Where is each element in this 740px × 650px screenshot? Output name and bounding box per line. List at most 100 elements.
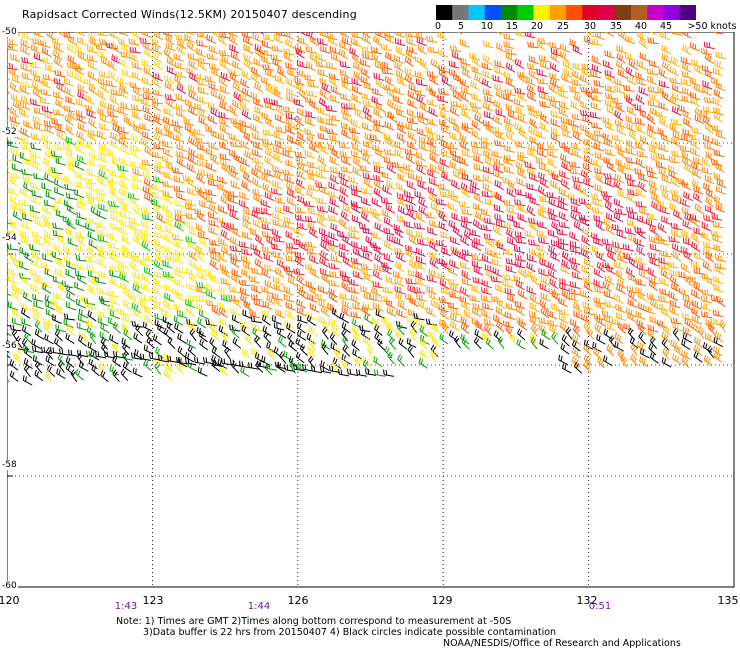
wind-barb (232, 99, 242, 110)
wind-barb (318, 299, 329, 309)
wind-barb (350, 257, 362, 265)
lat-tick-58: -58 (1, 460, 18, 470)
wind-barb (107, 316, 118, 327)
wind-barb (529, 220, 539, 232)
wind-barb (562, 59, 573, 70)
wind-barb (617, 68, 628, 79)
wind-barb (186, 318, 198, 327)
wind-barb (572, 44, 583, 55)
wind-barb (34, 217, 45, 227)
wind-barb (341, 274, 353, 283)
wind-barb (10, 147, 22, 157)
wind-barb (325, 105, 337, 112)
wind-barb (415, 32, 427, 40)
wind-barb (272, 211, 283, 221)
wind-barb (140, 219, 151, 230)
wind-barb (221, 162, 231, 174)
wind-barb (655, 111, 668, 118)
wind-barb (397, 322, 405, 336)
wind-barb (496, 320, 505, 333)
wind-barb (165, 218, 176, 228)
wind-barb (659, 277, 670, 287)
wind-barb (111, 42, 121, 54)
wind-barb (386, 275, 397, 285)
wind-barb (386, 180, 396, 191)
wind-barb (328, 287, 338, 298)
wind-barb (362, 52, 373, 61)
wind-barb (517, 154, 528, 164)
wind-barb (394, 103, 405, 113)
wind-barb (682, 332, 693, 344)
wind-barb (67, 158, 77, 169)
wind-barb (94, 276, 106, 285)
wind-barb (293, 227, 304, 236)
wind-barb (20, 95, 31, 106)
wind-barb (162, 147, 173, 158)
wind-barb (513, 245, 525, 254)
wind-barb (591, 55, 602, 65)
wind-barb (194, 264, 207, 272)
wind-barb (527, 62, 539, 71)
wind-barb (459, 251, 469, 263)
wind-barb (279, 351, 287, 364)
wind-barb (239, 191, 250, 201)
wind-barb (319, 77, 330, 87)
wind-barb (373, 35, 383, 47)
wind-barb (286, 196, 297, 207)
wind-barb (163, 193, 174, 204)
wind-barb (238, 199, 249, 209)
wind-barb (174, 209, 186, 217)
wind-barb (261, 55, 272, 65)
wind-barb (319, 256, 329, 268)
wind-barb (243, 300, 253, 312)
wind-barb (95, 350, 107, 359)
wind-barb (463, 309, 474, 320)
wind-barb (85, 222, 96, 232)
wind-barb (293, 123, 305, 132)
wind-barb (396, 70, 406, 81)
wind-barb (482, 70, 493, 80)
wind-barb (66, 301, 77, 311)
credit-line: NOAA/NESDIS/Office of Research and Appli… (443, 638, 681, 649)
lat-tick-60: -60 (1, 581, 18, 591)
wind-barb (691, 58, 702, 68)
wind-barb (614, 78, 625, 87)
wind-barb (572, 271, 583, 280)
wind-barb (690, 289, 701, 300)
wind-barb (273, 145, 284, 155)
wind-barb (187, 344, 197, 357)
wind-barb (75, 298, 86, 309)
wind-barb (23, 120, 34, 129)
wind-barb (417, 238, 428, 246)
wind-barb (196, 95, 208, 104)
wind-barb (186, 338, 197, 349)
wind-barb (252, 32, 262, 43)
wind-barb (525, 191, 536, 201)
wind-barb (242, 87, 252, 98)
wind-barb (611, 318, 623, 326)
wind-barb (418, 136, 430, 145)
wind-barb (516, 338, 526, 350)
wind-barb (20, 101, 31, 110)
wind-barb (315, 53, 327, 62)
wind-barb (152, 204, 162, 216)
wind-barb (295, 137, 305, 149)
wind-barb (450, 308, 462, 316)
wind-barb (572, 324, 581, 338)
lon-tick-132: 132 (576, 594, 598, 607)
wind-barb (321, 342, 329, 356)
wind-barb (635, 72, 646, 81)
wind-barb (450, 284, 461, 294)
wind-barb (559, 282, 570, 292)
wind-barb (221, 330, 229, 344)
wind-barb (320, 250, 330, 262)
wind-barb (569, 231, 579, 242)
wind-barb (98, 295, 111, 303)
wind-barb (705, 188, 716, 200)
wind-barb (536, 39, 546, 51)
wind-barb (285, 125, 296, 135)
wind-barb (151, 198, 161, 208)
wind-barb (351, 84, 362, 95)
legend-colorbar (436, 5, 696, 20)
wind-barb (429, 251, 440, 262)
